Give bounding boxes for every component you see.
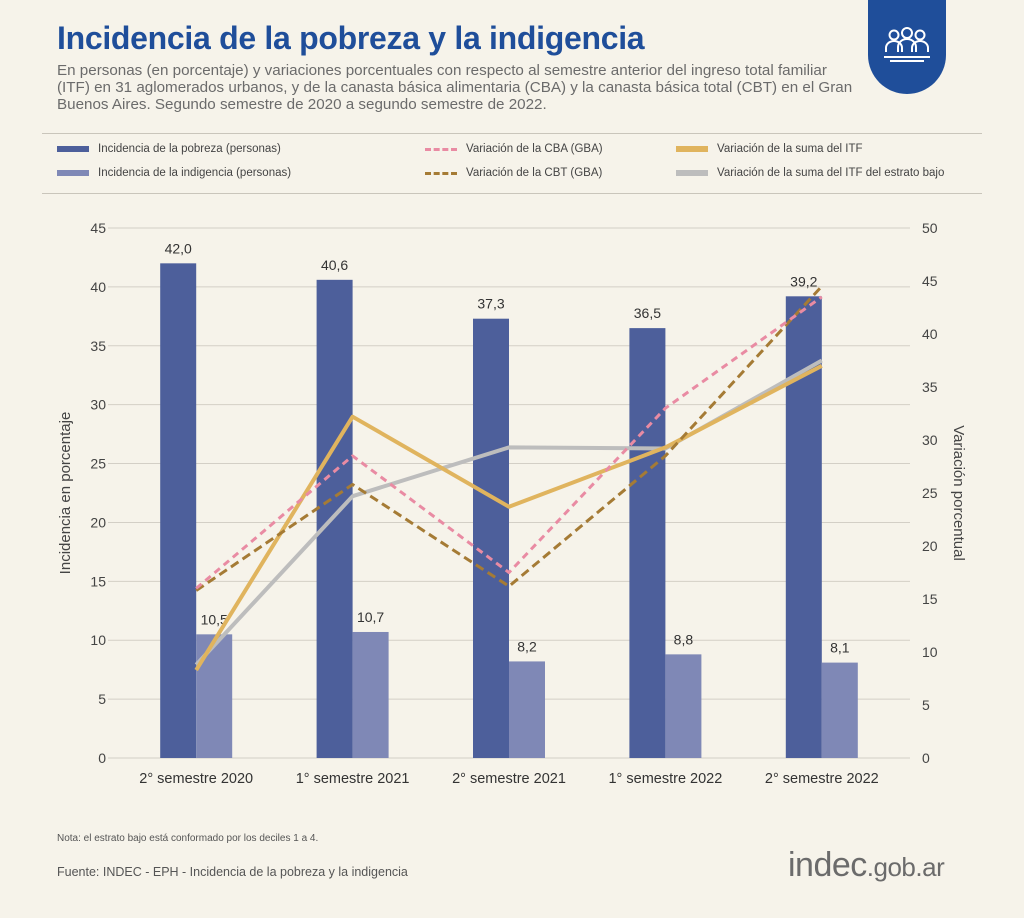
bar-value-label-indigencia: 8,2 — [517, 638, 537, 654]
legend-item-itf-estrato-bajo: Variación de la suma del ITF del estrato… — [676, 163, 944, 183]
source-note: Fuente: INDEC - EPH - Incidencia de la p… — [57, 865, 408, 879]
legend-label: Variación de la CBA (GBA) — [466, 143, 603, 155]
y-tick-label: 15 — [90, 573, 106, 589]
series-line-cba — [195, 295, 823, 590]
y2-tick-label: 50 — [922, 220, 938, 236]
legend-swatch — [676, 170, 708, 176]
bar-indigencia — [196, 634, 233, 758]
x-tick-label: 1° semestre 2021 — [296, 771, 410, 787]
x-tick-label: 2° semestre 2021 — [452, 771, 566, 787]
y2-tick-label: 20 — [922, 538, 938, 554]
bar-pobreza — [160, 263, 197, 758]
y-tick-label: 20 — [90, 514, 106, 530]
y2-tick-label: 5 — [922, 697, 930, 713]
y2-tick-label: 30 — [922, 432, 938, 448]
legend-label: Incidencia de la indigencia (personas) — [98, 167, 292, 179]
legend-item-itf: Variación de la suma del ITF — [676, 139, 863, 159]
brand-main: indec — [788, 846, 867, 884]
bar-pobreza — [316, 279, 353, 758]
legend-item-indigencia: Incidencia de la indigencia (personas) — [57, 163, 291, 183]
legend-item-cbt: Variación de la CBT (GBA) — [425, 163, 602, 183]
legend-top-rule — [42, 133, 982, 134]
legend-label: Variación de la suma del ITF — [717, 143, 863, 155]
legend-item-cba: Variación de la CBA (GBA) — [425, 139, 603, 159]
y2-tick-label: 25 — [922, 485, 938, 501]
x-tick-label: 2° semestre 2022 — [765, 771, 879, 787]
legend-swatch — [425, 171, 457, 175]
bar-value-label-pobreza: 40,6 — [321, 257, 348, 273]
bar-value-label-indigencia: 8,8 — [674, 631, 694, 647]
legend-label: Variación de la suma del ITF del estrato… — [717, 167, 945, 179]
bar-pobreza — [473, 318, 509, 758]
bar-indigencia — [352, 631, 389, 758]
bar-value-label-indigencia: 10,5 — [201, 611, 228, 627]
y-tick-label: 5 — [98, 691, 106, 707]
legend-label: Incidencia de la pobreza (personas) — [98, 143, 281, 155]
y-tick-label: 45 — [90, 220, 106, 236]
y-tick-label: 0 — [98, 750, 106, 766]
y2-tick-label: 40 — [922, 326, 938, 342]
y2-tick-label: 45 — [922, 273, 938, 289]
legend-bottom-rule — [42, 193, 982, 194]
brand-suffix: .gob.ar — [866, 852, 945, 882]
y-tick-label: 40 — [90, 279, 106, 295]
indec-logo: indec.gob.ar — [788, 846, 945, 885]
legend-swatch — [57, 146, 89, 152]
people-group-icon — [884, 27, 930, 62]
footnote: Nota: el estrato bajo está conformado po… — [57, 833, 319, 844]
legend-item-pobreza: Incidencia de la pobreza (personas) — [57, 139, 281, 159]
bar-value-label-pobreza: 39,2 — [790, 273, 817, 289]
bar-value-label-pobreza: 42,0 — [165, 240, 192, 256]
bar-value-label-indigencia: 10,7 — [357, 609, 384, 625]
legend-swatch — [57, 170, 89, 176]
bar-pobreza — [629, 328, 666, 758]
y2-tick-label: 10 — [922, 644, 938, 660]
page-title: Incidencia de la pobreza y la indigencia — [57, 20, 645, 56]
bar-indigencia — [509, 661, 545, 758]
bar-indigencia — [665, 654, 702, 758]
y-tick-label: 30 — [90, 397, 106, 413]
y2-axis-title: Variación porcentual — [950, 425, 967, 561]
bar-value-label-pobreza: 37,3 — [477, 296, 504, 312]
y-tick-label: 35 — [90, 338, 106, 354]
x-tick-label: 2° semestre 2020 — [139, 771, 253, 787]
x-tick-label: 1° semestre 2022 — [608, 771, 722, 787]
bar-value-label-indigencia: 8,1 — [830, 640, 850, 656]
bar-value-label-pobreza: 36,5 — [634, 305, 661, 321]
y-tick-label: 25 — [90, 456, 106, 472]
page-subtitle: En personas (en porcentaje) y variacione… — [57, 62, 853, 113]
y2-tick-label: 35 — [922, 379, 938, 395]
legend-swatch — [425, 147, 457, 151]
y-axis-title: Incidencia en porcentaje — [57, 412, 74, 575]
bar-indigencia — [821, 662, 858, 758]
indec-badge — [868, 0, 946, 94]
legend-swatch — [676, 146, 708, 152]
legend-label: Variación de la CBT (GBA) — [466, 167, 603, 179]
y2-tick-label: 0 — [922, 750, 930, 766]
y-tick-label: 10 — [90, 632, 106, 648]
y2-tick-label: 15 — [922, 591, 938, 607]
